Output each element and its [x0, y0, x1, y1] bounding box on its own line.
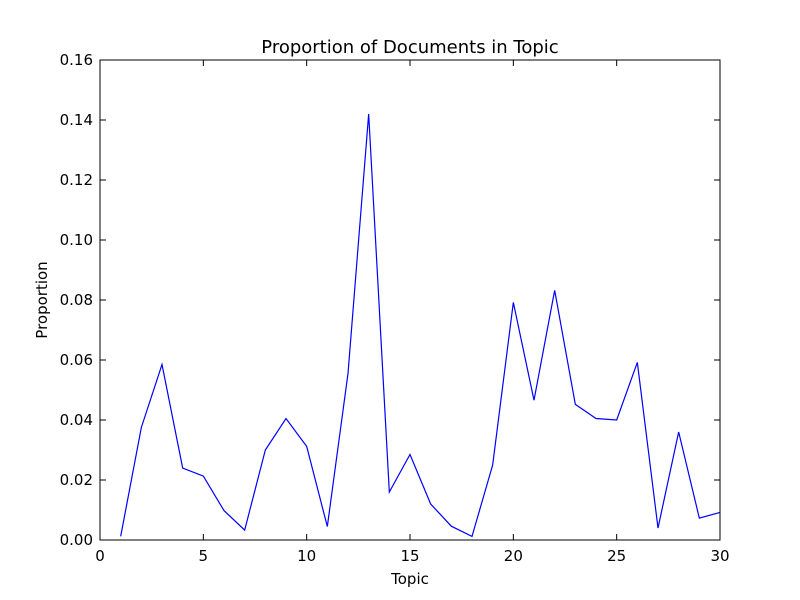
chart-title: Proportion of Documents in Topic — [261, 37, 558, 58]
y-tick-label: 0.08 — [60, 291, 93, 309]
x-tick-label: 0 — [95, 547, 105, 565]
y-tick-label: 0.16 — [60, 51, 93, 69]
y-tick-label: 0.10 — [60, 231, 93, 249]
y-tick-label: 0.12 — [60, 171, 93, 189]
y-tick-label: 0.04 — [60, 411, 93, 429]
x-tick-label: 5 — [199, 547, 209, 565]
plot-line-layer — [120, 113, 721, 538]
y-tick-label: 0.14 — [60, 111, 93, 129]
x-tick-label: 25 — [607, 547, 626, 565]
y-axis-label: Proportion — [33, 261, 51, 338]
x-tick-label: 10 — [297, 547, 316, 565]
y-axis: 0.00 0.02 0.04 0.06 0.08 0.10 0.12 0.14 0.16 — [60, 51, 720, 549]
x-axis: 0 5 10 15 20 25 30 — [95, 60, 730, 565]
x-tick-label: 30 — [710, 547, 729, 565]
x-tick-label: 15 — [400, 547, 419, 565]
series-line — [120, 113, 721, 538]
x-axis-label: Topic — [390, 570, 429, 588]
y-tick-label: 0.02 — [60, 471, 93, 489]
y-tick-label: 0.06 — [60, 351, 93, 369]
x-tick-label: 20 — [504, 547, 523, 565]
plot-area-frame — [99, 59, 721, 541]
y-tick-label: 0.00 — [60, 531, 93, 549]
